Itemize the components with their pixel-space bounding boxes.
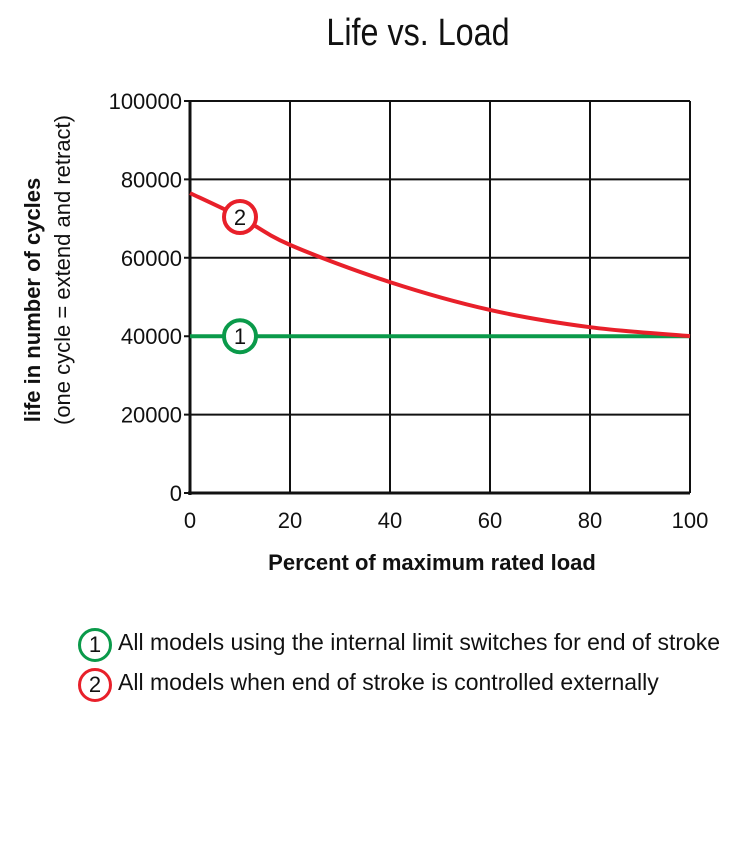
y-axis-sublabel: (one cycle = extend and retract): [50, 115, 75, 425]
series-marker-2: [222, 199, 258, 236]
legend-item-2: 2 All models when end of stroke is contr…: [78, 668, 728, 702]
legend: 1 All models using the internal limit sw…: [78, 628, 728, 708]
series-marker-label: 2: [234, 205, 246, 230]
legend-text-1: All models using the internal limit swit…: [118, 629, 721, 655]
series-marker-label: 1: [234, 324, 246, 349]
legend-item-1: 1 All models using the internal limit sw…: [78, 628, 728, 662]
legend-marker-2: 2: [78, 668, 112, 702]
chart-plot: 1 2 0 20 40 60 80 100 0 20000 40000 60000 80000 1000…: [20, 89, 709, 575]
x-tick-label: 80: [578, 508, 602, 533]
legend-marker-1: 1: [78, 628, 112, 662]
x-tick-label: 60: [478, 508, 502, 533]
y-tick-label: 100000: [109, 89, 182, 114]
y-tick-label: 20000: [121, 403, 182, 428]
y-tick-label: 60000: [121, 246, 182, 271]
x-axis-label: Percent of maximum rated load: [268, 550, 596, 575]
chart-title: Life vs. Load: [326, 12, 510, 54]
series-marker-1: [222, 318, 258, 355]
series-line-2: [189, 191, 691, 339]
y-tick-label: 0: [170, 481, 182, 506]
y-tick-label: 80000: [121, 167, 182, 192]
x-tick-label: 40: [378, 508, 402, 533]
legend-text-2: All models when end of stroke is control…: [118, 669, 659, 695]
y-tick-label: 40000: [121, 324, 182, 349]
y-axis-label: life in number of cycles: [20, 178, 45, 423]
x-tick-label: 0: [184, 508, 196, 533]
x-tick-label: 20: [278, 508, 302, 533]
x-tick-label: 100: [672, 508, 709, 533]
